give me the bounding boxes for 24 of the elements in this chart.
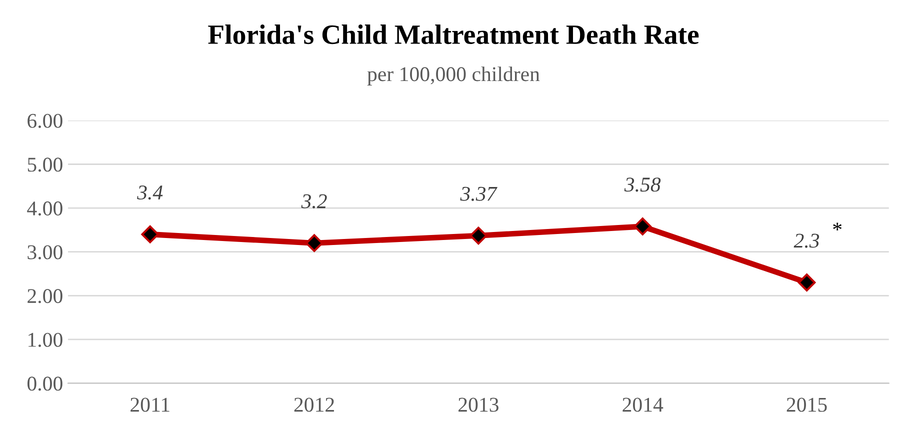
chart-subtitle: per 100,000 children: [367, 66, 540, 86]
data-label: 3.37: [460, 186, 498, 201]
y-tick-label: 5.00: [28, 158, 62, 172]
y-tick-label: 6.00: [28, 114, 62, 128]
data-label: 3.4: [137, 186, 163, 200]
x-tick-label: 2013: [458, 398, 498, 412]
x-tick-label: 2014: [622, 398, 664, 412]
y-tick-label: 4.00: [27, 201, 62, 216]
x-tick-label: 2015: [786, 398, 827, 412]
x-tick-label: 2011: [130, 398, 170, 412]
y-tick-label: 1.00: [28, 332, 62, 347]
data-label: 3.2: [301, 194, 327, 208]
point: [634, 218, 652, 236]
y-tick-label: 3.00: [28, 245, 62, 260]
point: [798, 274, 816, 292]
point: [305, 234, 324, 252]
point: [470, 226, 488, 245]
x-tick-label: 2012: [294, 398, 334, 412]
data-label: 3.58: [624, 178, 661, 192]
annotation: *: [833, 222, 842, 230]
chart-title: Florida's Child Maltreatment Death Rate: [208, 24, 699, 44]
data-label: 2.3: [794, 234, 820, 248]
y-tick-label: 2.00: [28, 289, 62, 304]
y-tick-label: 0.00: [28, 376, 62, 391]
